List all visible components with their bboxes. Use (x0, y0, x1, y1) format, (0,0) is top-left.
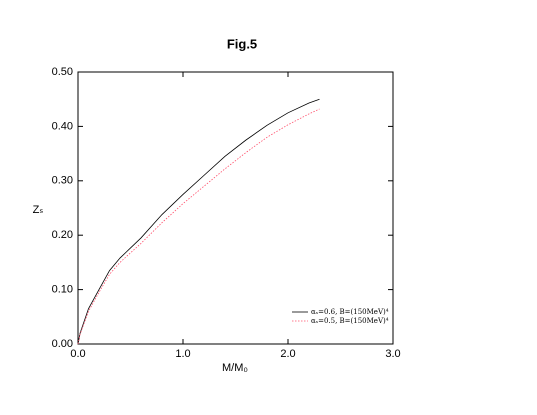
y-tick-label: 0.00 (52, 338, 73, 350)
y-tick-label: 0.50 (52, 66, 73, 78)
x-tick-label: 0.0 (70, 348, 85, 360)
x-tick-label: 1.0 (175, 348, 190, 360)
x-axis-label: M/M₀ (222, 362, 248, 374)
y-tick-label: 0.20 (52, 229, 73, 241)
y-tick-label: 0.40 (52, 120, 73, 132)
series-line (77, 108, 320, 345)
legend-text: αₛ=0.5, B=(150MeV)⁴ (311, 317, 389, 325)
legend-text: αₛ=0.6, B=(150MeV)⁴ (311, 308, 389, 316)
x-tick-label: 2.0 (280, 348, 295, 360)
series-line (77, 98, 320, 345)
y-axis-label: Zₛ (33, 204, 44, 216)
y-tick-label: 0.10 (52, 284, 73, 296)
y-tick-label: 0.30 (52, 175, 73, 187)
x-tick-label: 3.0 (385, 348, 400, 360)
plot-frame (77, 71, 394, 345)
chart-title: Fig.5 (227, 36, 257, 51)
